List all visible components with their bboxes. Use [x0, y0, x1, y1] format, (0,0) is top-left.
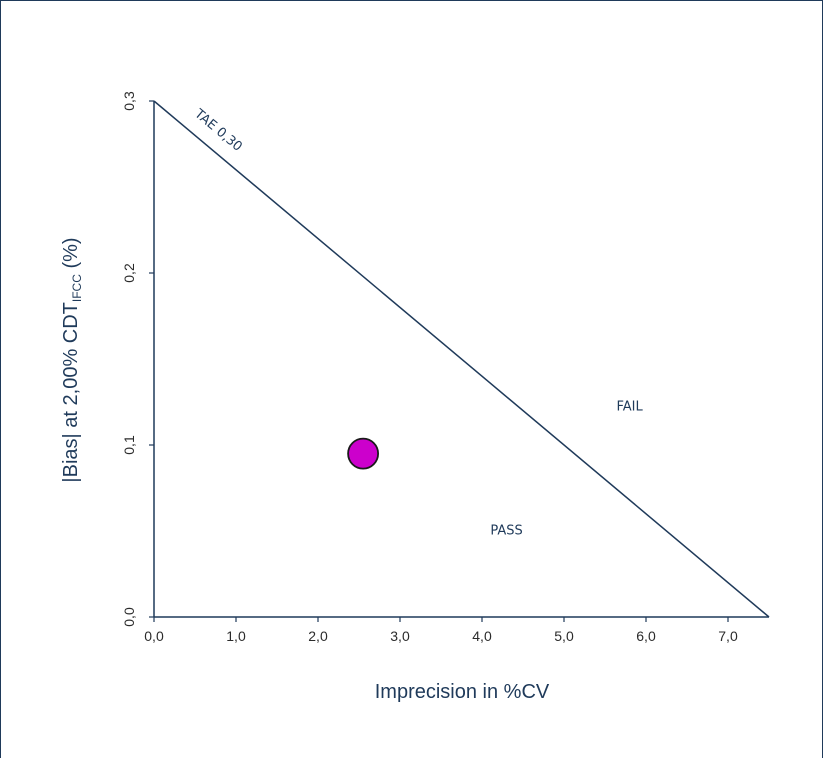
x-tick-label: 0,0 [144, 628, 164, 644]
x-axis-title: Imprecision in %CV [375, 681, 550, 703]
x-tick-label: 5,0 [554, 628, 574, 644]
y-tick-label: 0,2 [121, 263, 137, 283]
tae-limit-label: TAE 0,30 [191, 106, 245, 155]
data-point [347, 437, 380, 470]
y-tick-label: 0,0 [121, 607, 137, 627]
y-axis-title: |Bias| at 2,00% CDTIFCC (%) [60, 237, 84, 482]
y-axis-title-unit: (%) [60, 237, 82, 274]
region-label-pass: PASS [490, 523, 522, 538]
x-tick-label: 3,0 [390, 628, 410, 644]
y-tick-label: 0,3 [121, 91, 137, 111]
x-tick-label: 2,0 [308, 628, 328, 644]
x-tick-label: 7,0 [718, 628, 738, 644]
data-points [347, 437, 380, 470]
x-tick-label: 4,0 [472, 628, 492, 644]
x-ticks: 0,0 1,0 2,0 3,0 4,0 5,0 6,0 7,0 [144, 617, 738, 644]
y-tick-label: 0,1 [121, 435, 137, 455]
region-label-fail: FAIL [616, 400, 643, 415]
x-tick-label: 6,0 [636, 628, 656, 644]
y-axis-title-subscript: IFCC [70, 274, 84, 302]
tae-limit-line [153, 100, 770, 618]
y-axis-title-main: |Bias| at 2,00% CDT [60, 302, 82, 482]
region-labels: FAIL PASS [490, 400, 643, 539]
x-tick-label: 1,0 [226, 628, 246, 644]
y-ticks: 0,0 0,1 0,2 0,3 [121, 91, 154, 627]
